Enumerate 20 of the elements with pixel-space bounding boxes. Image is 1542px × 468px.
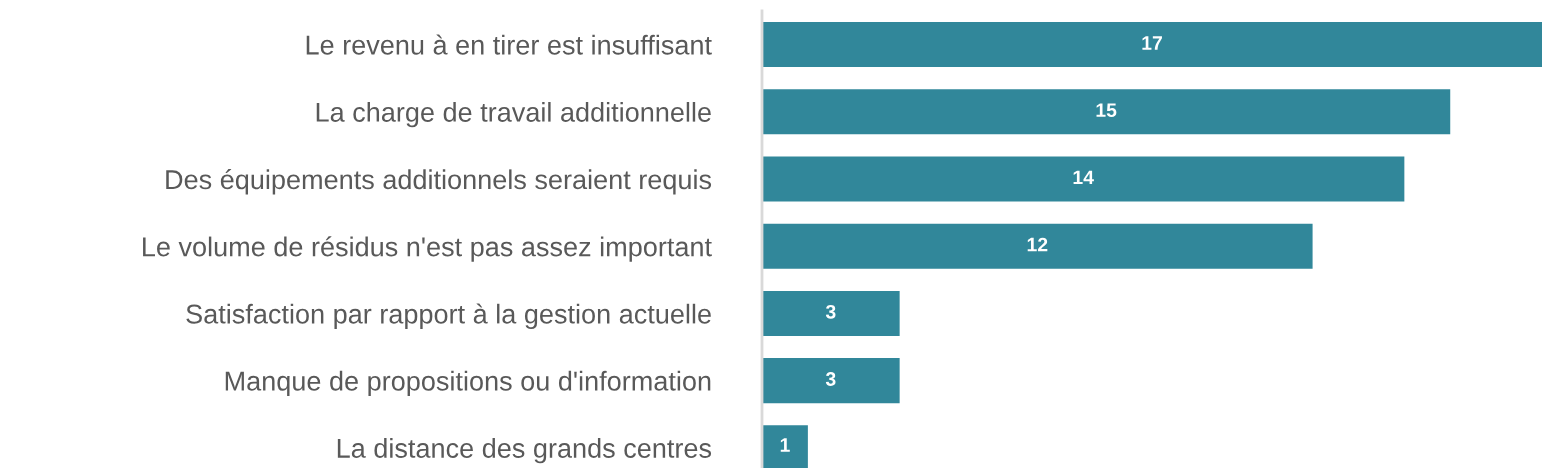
- data-label: 12: [1027, 237, 1048, 252]
- data-label: 15: [1096, 103, 1117, 118]
- y-tick-label: Satisfaction par rapport à la gestion actuelle: [186, 303, 711, 330]
- bar: [762, 22, 1542, 68]
- y-tick-label: Des équipements additionnels seraient requis: [166, 169, 712, 195]
- y-tick-label: La charge de travail additionnelle: [316, 102, 711, 128]
- data-label: 3: [825, 304, 836, 319]
- bar: [762, 290, 900, 336]
- bar: [762, 358, 900, 404]
- data-label: 3: [825, 372, 836, 386]
- bar: [762, 156, 1405, 202]
- data-label: 17: [1142, 36, 1162, 50]
- y-tick-label: Le volume de résidus n'est pas assez important: [143, 236, 712, 262]
- y-tick-label: Le revenu à en tirer est insuffisant: [306, 34, 712, 55]
- y-tick-label: La distance des grands centres: [337, 438, 712, 464]
- data-label: 1: [780, 438, 790, 452]
- bar: [762, 89, 1451, 135]
- bar: [762, 223, 1313, 269]
- y-tick-label: Manque de propositions ou d'information: [225, 370, 711, 397]
- data-label: 14: [1073, 170, 1094, 185]
